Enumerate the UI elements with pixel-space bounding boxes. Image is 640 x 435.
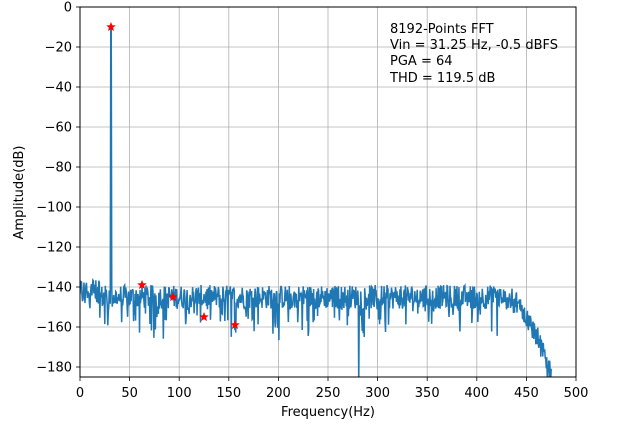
y-axis-label: Amplitude(dB) [12, 146, 27, 240]
harmonic-marker [168, 291, 178, 302]
x-tick-label: 500 [564, 386, 589, 401]
y-tick-label: −180 [36, 361, 72, 376]
y-tick-label: −160 [36, 321, 72, 336]
y-tick-label: −80 [45, 161, 72, 176]
x-tick-label: 300 [365, 386, 390, 401]
x-tick-label: 400 [464, 386, 489, 401]
x-tick-label: 0 [76, 386, 84, 401]
annotation-line-pga: PGA = 64 [390, 54, 453, 69]
x-tick-label: 450 [514, 386, 539, 401]
harmonic-marker [230, 319, 240, 330]
y-tick-label: −40 [45, 81, 72, 96]
x-tick-label: 350 [415, 386, 440, 401]
x-tick-label: 200 [266, 386, 291, 401]
harmonic-marker [137, 279, 147, 290]
spectrum-line [80, 26, 552, 377]
annotation-box: 8192-Points FFT Vin = 31.25 Hz, -0.5 dBF… [389, 22, 558, 86]
x-tick-label: 100 [167, 386, 192, 401]
annotation-line-points: 8192-Points FFT [390, 22, 494, 37]
plot-layer [80, 21, 552, 377]
harmonic-marker [106, 21, 116, 32]
y-tick-label: −60 [45, 121, 72, 136]
y-tick-label: −120 [36, 241, 72, 256]
y-tick-label: 0 [64, 1, 72, 16]
x-tick-label: 250 [316, 386, 341, 401]
x-tick-label: 150 [216, 386, 241, 401]
annotation-line-vin: Vin = 31.25 Hz, -0.5 dBFS [390, 38, 558, 53]
x-axis-label: Frequency(Hz) [281, 405, 375, 420]
grid-layer [80, 7, 576, 377]
x-tick-label: 50 [121, 386, 138, 401]
y-tick-label: −100 [36, 201, 72, 216]
annotation-line-thd: THD = 119.5 dB [389, 71, 495, 86]
tick-layer: 0 50 100 150 200 250 300 350 400 450 500 0 −20 −40 −60… [36, 1, 588, 402]
y-tick-label: −20 [45, 41, 72, 56]
harmonic-marker [199, 311, 209, 322]
y-tick-label: −140 [36, 281, 72, 296]
